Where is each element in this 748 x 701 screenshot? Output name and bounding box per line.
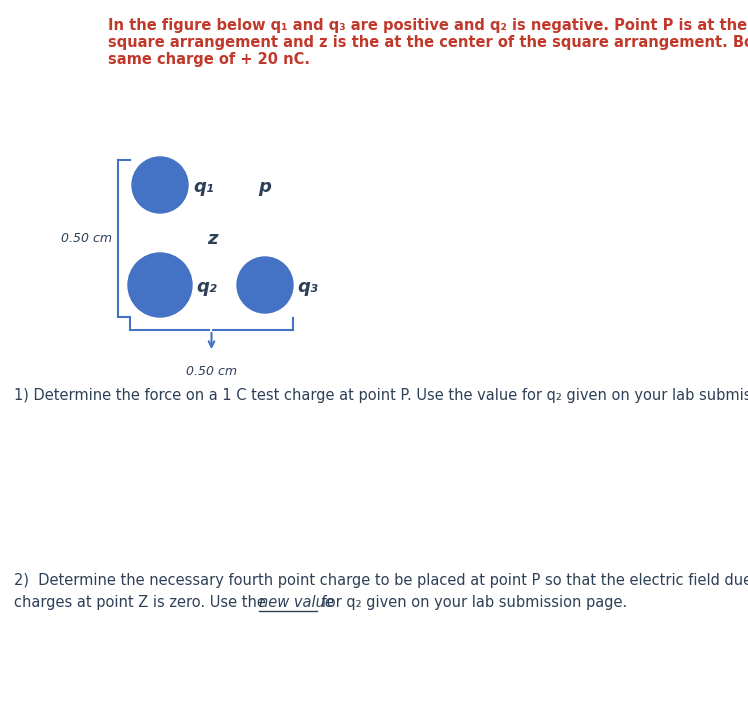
Text: charges at point Ζ is zero. Use the: charges at point Ζ is zero. Use the <box>14 595 271 610</box>
Text: 1) Determine the force on a 1 C test charge at point P. Use the value for q₂ giv: 1) Determine the force on a 1 C test cha… <box>14 388 748 403</box>
Circle shape <box>237 257 293 313</box>
Text: new value: new value <box>259 595 334 610</box>
Text: 2)  Determine the necessary fourth point charge to be placed at point Ρ so that : 2) Determine the necessary fourth point … <box>14 573 748 588</box>
Text: In the figure below q₁ and q₃ are positive and q₂ is negative. Point P is at the: In the figure below q₁ and q₃ are positi… <box>108 18 748 33</box>
Text: z: z <box>206 230 217 248</box>
Text: square arrangement and z is the at the center of the square arrangement. Both q₁: square arrangement and z is the at the c… <box>108 35 748 50</box>
Text: q₁: q₁ <box>193 178 214 196</box>
Text: 0.50 cm: 0.50 cm <box>186 365 237 378</box>
Text: q₃: q₃ <box>297 278 318 296</box>
Text: q₂: q₂ <box>196 278 217 296</box>
Text: same charge of + 20 nC.: same charge of + 20 nC. <box>108 52 310 67</box>
Circle shape <box>128 253 192 317</box>
Text: for q₂ given on your lab submission page.: for q₂ given on your lab submission page… <box>317 595 628 610</box>
Text: 0.50 cm: 0.50 cm <box>61 232 112 245</box>
Text: p: p <box>259 178 272 196</box>
Circle shape <box>132 157 188 213</box>
